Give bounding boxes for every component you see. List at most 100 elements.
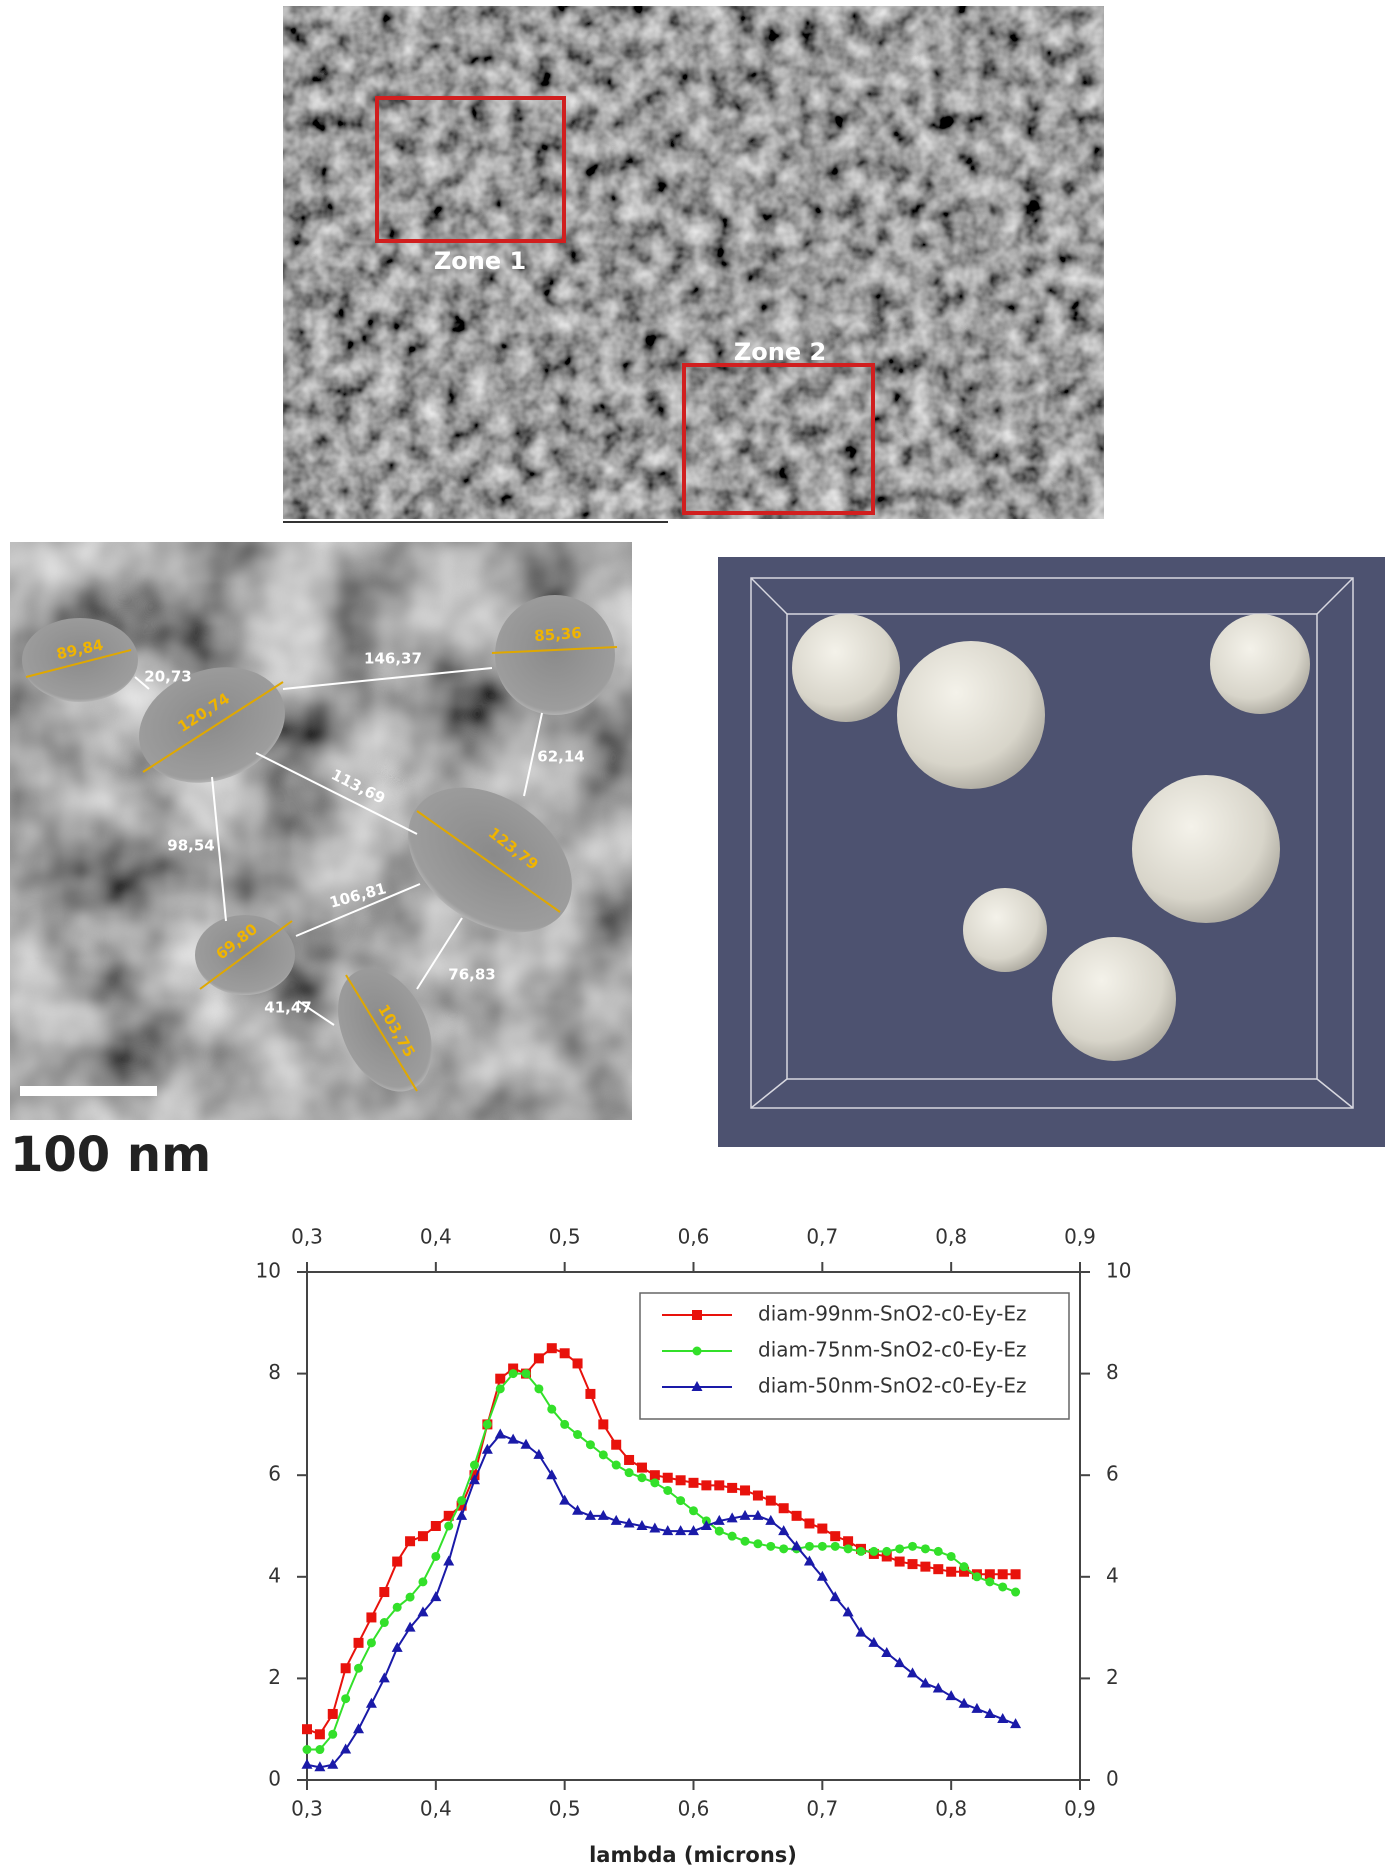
marker xyxy=(366,1612,376,1622)
marker xyxy=(560,1348,570,1358)
marker xyxy=(818,1542,827,1551)
marker xyxy=(753,1539,762,1548)
marker xyxy=(869,1547,878,1556)
marker xyxy=(496,1384,505,1393)
marker xyxy=(533,1449,544,1459)
marker xyxy=(418,1531,428,1541)
marker xyxy=(792,1511,802,1521)
marker xyxy=(856,1547,865,1556)
marker xyxy=(663,1473,673,1483)
marker xyxy=(560,1420,569,1429)
y2-tick-label: 8 xyxy=(1106,1360,1119,1384)
x-tick-label: 0,9 xyxy=(1064,1797,1096,1821)
y2-tick-label: 2 xyxy=(1106,1665,1119,1689)
marker xyxy=(693,1347,702,1356)
diameter-label: 85,36 xyxy=(534,624,583,645)
distance-label: 20,73 xyxy=(144,668,191,686)
y2-tick-label: 10 xyxy=(1106,1259,1131,1283)
y2-tick-label: 0 xyxy=(1106,1767,1119,1791)
marker xyxy=(831,1542,840,1551)
distance-label: 146,37 xyxy=(364,650,422,668)
marker xyxy=(303,1745,312,1754)
marker xyxy=(431,1552,440,1561)
marker xyxy=(573,1358,583,1368)
distance-label: 76,83 xyxy=(448,966,495,984)
y2-tick-label: 6 xyxy=(1106,1462,1119,1486)
sphere xyxy=(792,614,900,722)
marker xyxy=(315,1745,324,1754)
marker xyxy=(354,1638,364,1648)
marker xyxy=(534,1353,544,1363)
marker xyxy=(881,1647,892,1657)
marker xyxy=(495,1374,505,1384)
marker xyxy=(894,1657,905,1667)
marker xyxy=(908,1559,918,1569)
marker xyxy=(650,1478,659,1487)
marker xyxy=(366,1698,377,1708)
distance-label: 41,47 xyxy=(264,999,311,1017)
marker xyxy=(625,1468,634,1477)
marker xyxy=(430,1591,441,1601)
marker xyxy=(960,1562,969,1571)
marker xyxy=(701,1480,711,1490)
marker xyxy=(302,1759,313,1769)
sphere xyxy=(897,641,1045,789)
sem-overview: Zone 1 Zone 2 xyxy=(283,6,1104,522)
marker xyxy=(692,1310,702,1320)
marker xyxy=(934,1547,943,1556)
sem-closeup: 89,84 120,74 85,36 123,79 69,80 103,75 2… xyxy=(10,542,632,1120)
grain xyxy=(495,595,615,715)
marker xyxy=(431,1521,441,1531)
marker xyxy=(766,1542,775,1551)
x-tick-label: 0,5 xyxy=(549,1797,581,1821)
marker xyxy=(689,1506,698,1515)
series-line xyxy=(307,1435,1016,1768)
marker xyxy=(676,1475,686,1485)
x2-tick-label: 0,8 xyxy=(935,1225,967,1249)
marker xyxy=(637,1473,646,1482)
y2-tick-label: 4 xyxy=(1106,1563,1119,1587)
marker xyxy=(946,1567,956,1577)
marker xyxy=(868,1637,879,1647)
y-tick-label: 0 xyxy=(268,1767,281,1791)
marker xyxy=(624,1455,634,1465)
marker xyxy=(341,1663,351,1673)
marker xyxy=(392,1557,402,1567)
sem-texture xyxy=(283,6,1104,519)
marker xyxy=(367,1638,376,1647)
marker xyxy=(637,1463,647,1473)
sphere xyxy=(1132,775,1280,923)
x-tick-label: 0,3 xyxy=(291,1797,323,1821)
x-axis-title: lambda (microns) xyxy=(589,1843,797,1867)
marker xyxy=(418,1577,427,1586)
legend-label: diam-75nm-SnO2-c0-Ey-Ez xyxy=(758,1338,1027,1362)
marker xyxy=(920,1677,931,1687)
marker xyxy=(509,1369,518,1378)
marker xyxy=(1011,1588,1020,1597)
legend: diam-99nm-SnO2-c0-Ey-Ezdiam-75nm-SnO2-c0… xyxy=(640,1293,1069,1419)
y-tick-label: 4 xyxy=(268,1563,281,1587)
marker xyxy=(908,1542,917,1551)
marker xyxy=(779,1544,788,1553)
marker xyxy=(817,1524,827,1534)
marker xyxy=(689,1478,699,1488)
marker xyxy=(753,1491,763,1501)
y-tick-label: 10 xyxy=(256,1259,281,1283)
y-tick-label: 6 xyxy=(268,1462,281,1486)
marker xyxy=(805,1542,814,1551)
marker xyxy=(585,1389,595,1399)
x2-tick-label: 0,4 xyxy=(420,1225,452,1249)
marker xyxy=(470,1461,479,1470)
x2-tick-label: 0,9 xyxy=(1064,1225,1096,1249)
marker xyxy=(559,1495,570,1505)
marker xyxy=(547,1405,556,1414)
marker xyxy=(405,1536,415,1546)
marker xyxy=(947,1552,956,1561)
marker xyxy=(302,1724,312,1734)
marker xyxy=(778,1525,789,1535)
marker xyxy=(406,1593,415,1602)
zone-label: Zone 1 xyxy=(434,247,526,275)
render-3d xyxy=(718,557,1385,1147)
x2-tick-label: 0,6 xyxy=(678,1225,710,1249)
x2-tick-label: 0,7 xyxy=(806,1225,838,1249)
